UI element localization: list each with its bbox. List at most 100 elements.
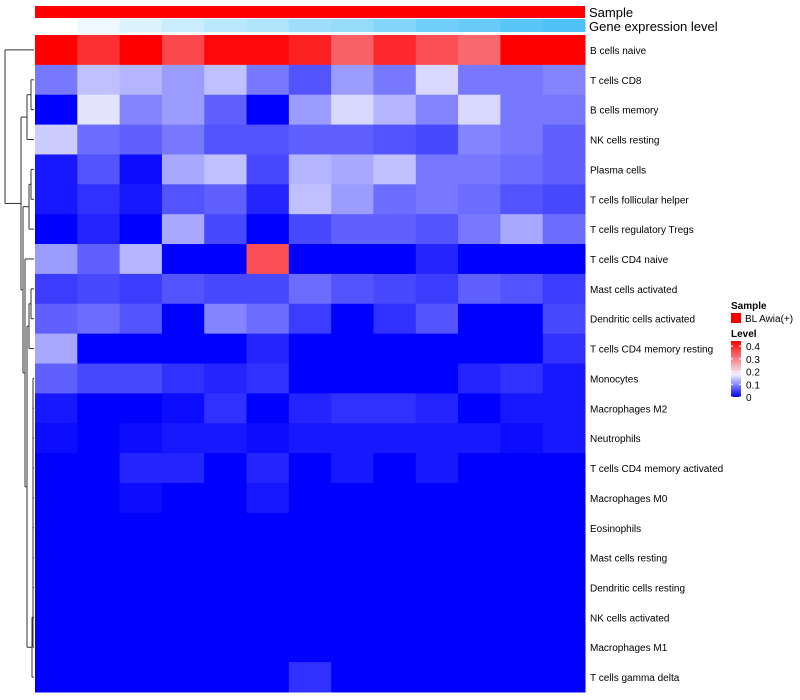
heatmap-cell (35, 94, 78, 126)
heatmap-cell (373, 393, 417, 424)
heatmap-cell (542, 214, 586, 245)
heatmap-cell (373, 333, 417, 364)
heatmap-cell (458, 35, 501, 66)
heatmap-cell (288, 64, 332, 96)
heatmap-cell (77, 273, 121, 305)
heatmap-cell (119, 154, 163, 185)
heatmap-cell (204, 512, 248, 544)
heatmap-cell (204, 393, 248, 424)
heatmap-cell (246, 184, 290, 215)
legend-colorbar (731, 341, 741, 397)
row-label: T cells CD4 naive (590, 255, 669, 266)
heatmap-cell (458, 244, 501, 275)
heatmap-cell (373, 35, 417, 66)
heatmap-cell (204, 363, 248, 394)
heatmap-cell (331, 124, 374, 155)
heatmap-cell (542, 124, 586, 155)
heatmap-cell (331, 542, 374, 574)
row-label: T cells CD8 (590, 76, 642, 87)
heatmap-cell (119, 214, 163, 245)
heatmap-cell (35, 393, 78, 424)
heatmap-cell (458, 184, 501, 215)
heatmap-cell (204, 423, 248, 454)
heatmap-cell (119, 662, 163, 693)
heatmap-cell (77, 244, 121, 275)
heatmap-cell (204, 244, 248, 275)
expression-annotation-cell (35, 19, 78, 32)
heatmap-cell (331, 512, 374, 544)
heatmap-cell (204, 453, 248, 484)
heatmap-cell (542, 184, 586, 215)
heatmap-cell (415, 512, 459, 544)
heatmap-cell (542, 602, 586, 633)
heatmap-cell (458, 662, 501, 693)
heatmap-cell (204, 124, 248, 155)
heatmap-cell (458, 423, 501, 454)
heatmap-cell (288, 393, 332, 424)
heatmap-cell (542, 94, 586, 126)
heatmap-cell (331, 184, 374, 215)
heatmap-cell (204, 35, 248, 66)
heatmap-cell (373, 602, 417, 633)
heatmap-cell (373, 273, 417, 305)
heatmap-cells (35, 35, 586, 693)
row-label: B cells naive (590, 46, 647, 57)
heatmap-cell (415, 662, 459, 693)
heatmap-cell (246, 602, 290, 633)
heatmap-cell (246, 423, 290, 454)
heatmap-cell (204, 482, 248, 514)
heatmap-cell (500, 244, 544, 275)
heatmap-cell (288, 363, 332, 394)
heatmap-cell (288, 303, 332, 335)
heatmap-cell (500, 602, 544, 633)
heatmap-cell (415, 363, 459, 394)
expression-annotation-cell (161, 19, 205, 32)
sample-annotation-bar (35, 6, 585, 18)
heatmap-cell (77, 662, 121, 693)
heatmap-cell (458, 64, 501, 96)
heatmap-cell (119, 273, 163, 305)
heatmap-cell (500, 64, 544, 96)
heatmap-cell (246, 303, 290, 335)
heatmap-cell (288, 35, 332, 66)
expression-annotation-cell (77, 19, 121, 32)
expression-annotation-cell (458, 19, 501, 32)
heatmap-cell (35, 542, 78, 574)
heatmap-cell (119, 184, 163, 215)
heatmap-cell (246, 244, 290, 275)
heatmap-cell (373, 363, 417, 394)
heatmap-cell (373, 482, 417, 514)
expression-annotation-cell (373, 19, 417, 32)
heatmap-cell (542, 453, 586, 484)
heatmap-cell (119, 512, 163, 544)
heatmap-cell (204, 184, 248, 215)
row-label: Macrophages M1 (590, 643, 668, 654)
heatmap-cell (246, 482, 290, 514)
heatmap-cell (35, 453, 78, 484)
heatmap-cell (204, 94, 248, 126)
heatmap-cell (288, 94, 332, 126)
heatmap-cell (246, 35, 290, 66)
heatmap-cell (161, 273, 205, 305)
heatmap-cell (542, 154, 586, 185)
heatmap-cell (77, 184, 121, 215)
heatmap-cell (35, 572, 78, 603)
heatmap-cell (246, 512, 290, 544)
heatmap-cell (119, 482, 163, 514)
heatmap-cell (500, 124, 544, 155)
heatmap-cell (542, 632, 586, 663)
heatmap-cell (373, 512, 417, 544)
heatmap-cell (542, 244, 586, 275)
heatmap-cell (119, 124, 163, 155)
heatmap-cell (373, 303, 417, 335)
heatmap-cell (77, 632, 121, 663)
heatmap-cell (35, 423, 78, 454)
heatmap-cell (331, 632, 374, 663)
heatmap-cell (542, 35, 586, 66)
heatmap-cell (77, 393, 121, 424)
heatmap-cell (288, 482, 332, 514)
heatmap-cell (458, 124, 501, 155)
heatmap-cell (35, 35, 78, 66)
heatmap-cell (77, 64, 121, 96)
legend-tick-label: 0 (746, 393, 752, 404)
